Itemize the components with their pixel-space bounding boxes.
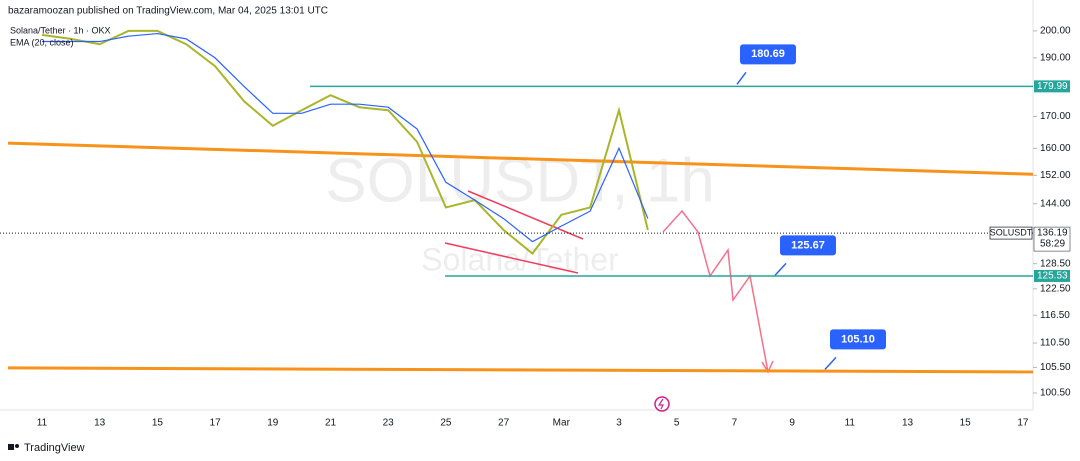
x-tick-label: Mar [553, 418, 571, 429]
logo-mark [15, 444, 19, 448]
x-tick-label: 15 [152, 418, 164, 429]
event-icon [657, 398, 664, 410]
callout-text: 105.10 [841, 333, 875, 345]
footer-logo: TradingView [8, 442, 85, 454]
y-tick-label: 105.50 [1040, 362, 1071, 373]
x-tick-label: 25 [440, 418, 452, 429]
trendline [7, 141, 1034, 176]
footer: TradingView [24, 442, 85, 454]
logo-mark [8, 444, 14, 450]
callout-pointer [824, 356, 837, 370]
level-label-bg [1034, 80, 1070, 93]
y-tick-label: 200.00 [1040, 26, 1071, 37]
x-tick-label: 27 [498, 418, 510, 429]
x-tick-label: 15 [960, 418, 972, 429]
event-icon [654, 396, 670, 412]
callout-text: 125.67 [791, 239, 825, 251]
symbol-label: SOLUSDT [990, 227, 1033, 237]
y-tick-label: 190.00 [1040, 53, 1071, 64]
x-tick-label: 13 [94, 418, 106, 429]
y-tick-label: 110.50 [1040, 338, 1070, 349]
callout-box [830, 329, 886, 350]
y-tick-label: 144.00 [1040, 198, 1071, 209]
y-tick-label: 152.00 [1040, 170, 1071, 181]
x-tick-label: 11 [37, 418, 48, 429]
callout-pointer [774, 262, 787, 276]
y-tick-label: 160.00 [1040, 143, 1071, 154]
x-tick-label: 21 [325, 418, 337, 429]
x-tick-label: 13 [902, 418, 914, 429]
x-tick-label: 19 [267, 418, 279, 429]
callout-box [740, 44, 796, 65]
x-tick-label: 5 [674, 418, 680, 429]
legend-entry: EMA (20, close) [10, 37, 74, 47]
callout-pointer [736, 71, 747, 85]
y-tick-label: 116.50 [1040, 310, 1070, 321]
x-tick-label: 11 [845, 418, 856, 429]
level-label-bg [1034, 269, 1070, 282]
x-tick-label: 17 [210, 418, 222, 429]
last-price-bg [1033, 226, 1071, 252]
y-tick-label: 122.50 [1040, 283, 1071, 294]
callout-text: 180.69 [751, 48, 785, 60]
wedge-line [444, 242, 579, 274]
level-label: 125.53 [1037, 271, 1068, 282]
legend-entry: Solana/Tether · 1h · OKX [10, 25, 111, 35]
callout-box [780, 235, 836, 256]
level-label: 179.99 [1037, 81, 1068, 92]
x-tick-label: 3 [616, 418, 622, 429]
x-tick-label: 23 [383, 418, 395, 429]
countdown: 58:29 [1040, 239, 1065, 250]
wedge-line [467, 190, 584, 240]
y-tick-label: 170.00 [1040, 111, 1071, 122]
watermark-symbol: SOLUSDT, 1h [325, 146, 714, 215]
projection-path [662, 209, 769, 373]
symbol-badge [989, 226, 1033, 240]
y-tick-label: 128.50 [1040, 258, 1071, 269]
x-tick-label: 17 [1017, 418, 1029, 429]
last-price-label: 136.19 [1037, 228, 1068, 239]
y-tick-label: 100.50 [1040, 388, 1071, 399]
trendline [7, 366, 1034, 374]
header: bazaramoozan published on TradingView.co… [8, 6, 328, 17]
x-tick-label: 7 [732, 418, 738, 429]
x-tick-label: 9 [789, 418, 795, 429]
price-line [42, 32, 649, 243]
